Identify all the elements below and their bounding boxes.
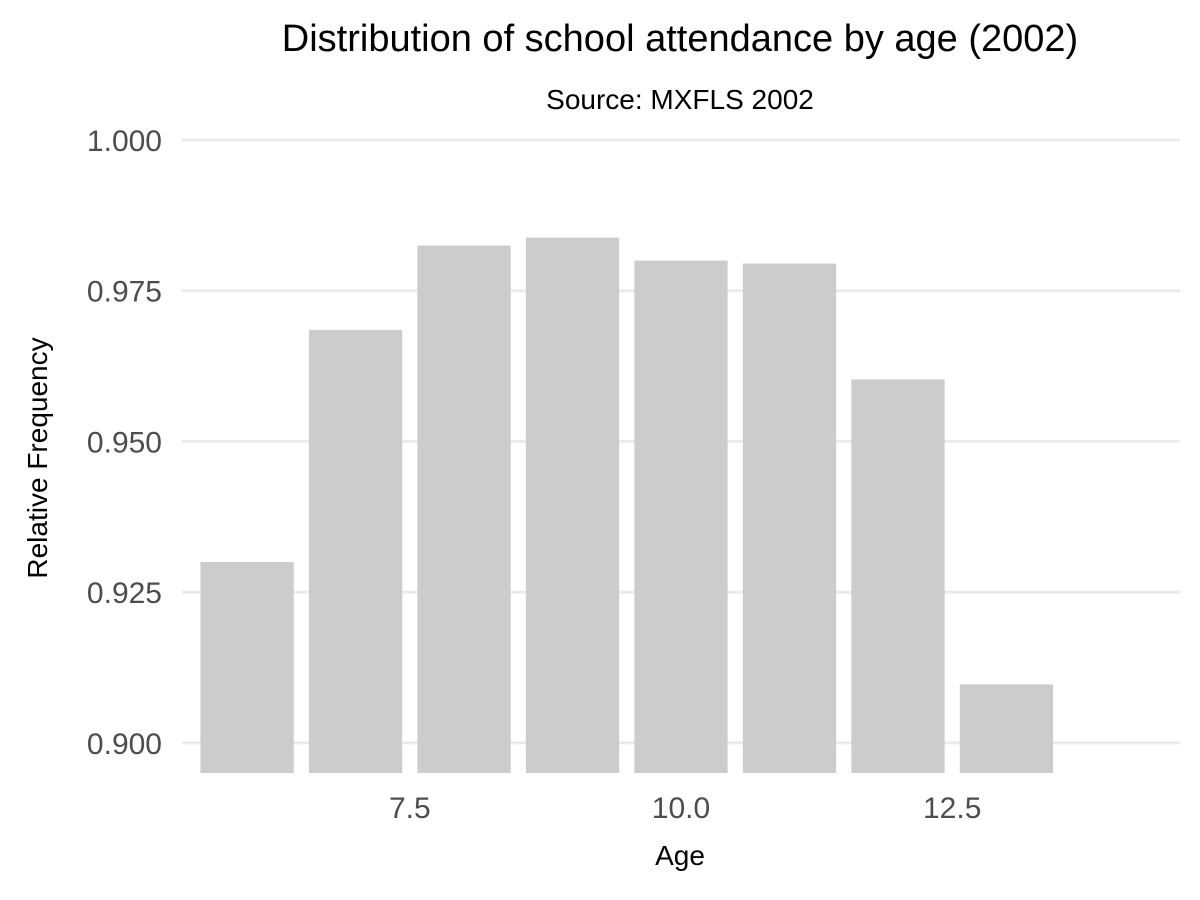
y-tick-label: 0.975 xyxy=(87,276,162,309)
bar-layer xyxy=(200,237,1054,774)
bar xyxy=(851,379,945,773)
x-tick-label: 12.5 xyxy=(923,792,981,825)
y-tick-label: 0.925 xyxy=(87,577,162,610)
x-tick-label: 10.0 xyxy=(652,792,710,825)
bar xyxy=(417,245,511,773)
tick-layer: 0.900 0.925 0.950 0.975 1.000 7.5 10.0 12.5 xyxy=(87,125,981,825)
bar xyxy=(525,237,620,774)
bar xyxy=(308,329,403,773)
y-tick-label: 1.000 xyxy=(87,125,162,158)
y-tick-label: 0.950 xyxy=(87,426,162,459)
x-tick-label: 7.5 xyxy=(389,792,431,825)
bar xyxy=(200,562,294,773)
x-axis-label: Age xyxy=(655,840,705,871)
chart-subtitle: Source: MXFLS 2002 xyxy=(546,84,814,115)
y-tick-label: 0.900 xyxy=(87,728,162,761)
bar xyxy=(959,684,1054,773)
bar xyxy=(742,263,837,773)
chart-title: Distribution of school attendance by age… xyxy=(281,18,1079,60)
bar xyxy=(634,260,728,774)
